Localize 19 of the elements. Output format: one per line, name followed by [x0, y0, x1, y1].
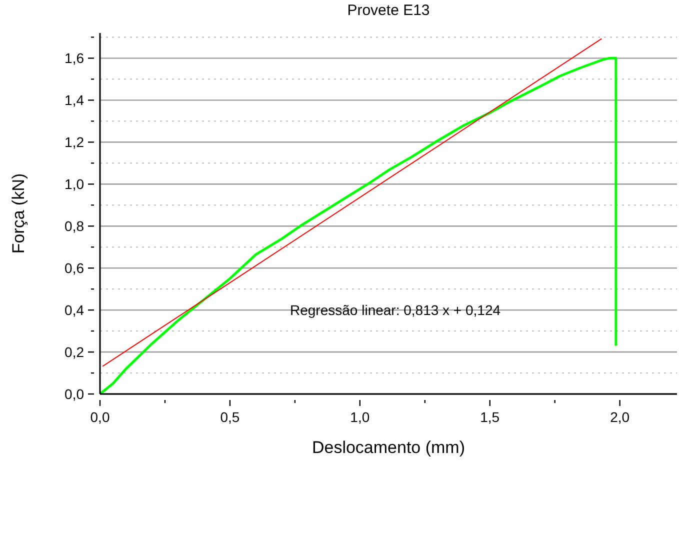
y-tick-label: 1,0 — [64, 176, 84, 192]
y-tick-label: 1,6 — [64, 50, 84, 66]
y-tick-label: 1,4 — [64, 92, 84, 108]
annotation: Regressão linear: 0,813 x + 0,124 — [290, 302, 501, 318]
x-axis-title: Deslocamento (mm) — [312, 438, 466, 457]
y-tick-label: 1,2 — [64, 134, 84, 150]
x-tick-label: 1,0 — [350, 409, 370, 425]
x-tick-label: 2,0 — [610, 409, 630, 425]
x-tick-label: 1,5 — [480, 409, 500, 425]
line-series — [100, 56, 618, 394]
y-tick-label: 0,4 — [64, 302, 84, 318]
y-axis-title: Força (kN) — [9, 173, 28, 254]
x-tick-label: 0,0 — [90, 409, 110, 425]
y-tick-label: 0,2 — [64, 344, 84, 360]
chart-title: Provete E13 — [346, 2, 431, 19]
y-tick-label: 0,0 — [64, 386, 84, 402]
y-tick-label: 0,6 — [64, 260, 84, 276]
x-tick-label: 0,5 — [220, 409, 240, 425]
y-tick-label: 0,8 — [64, 218, 84, 234]
